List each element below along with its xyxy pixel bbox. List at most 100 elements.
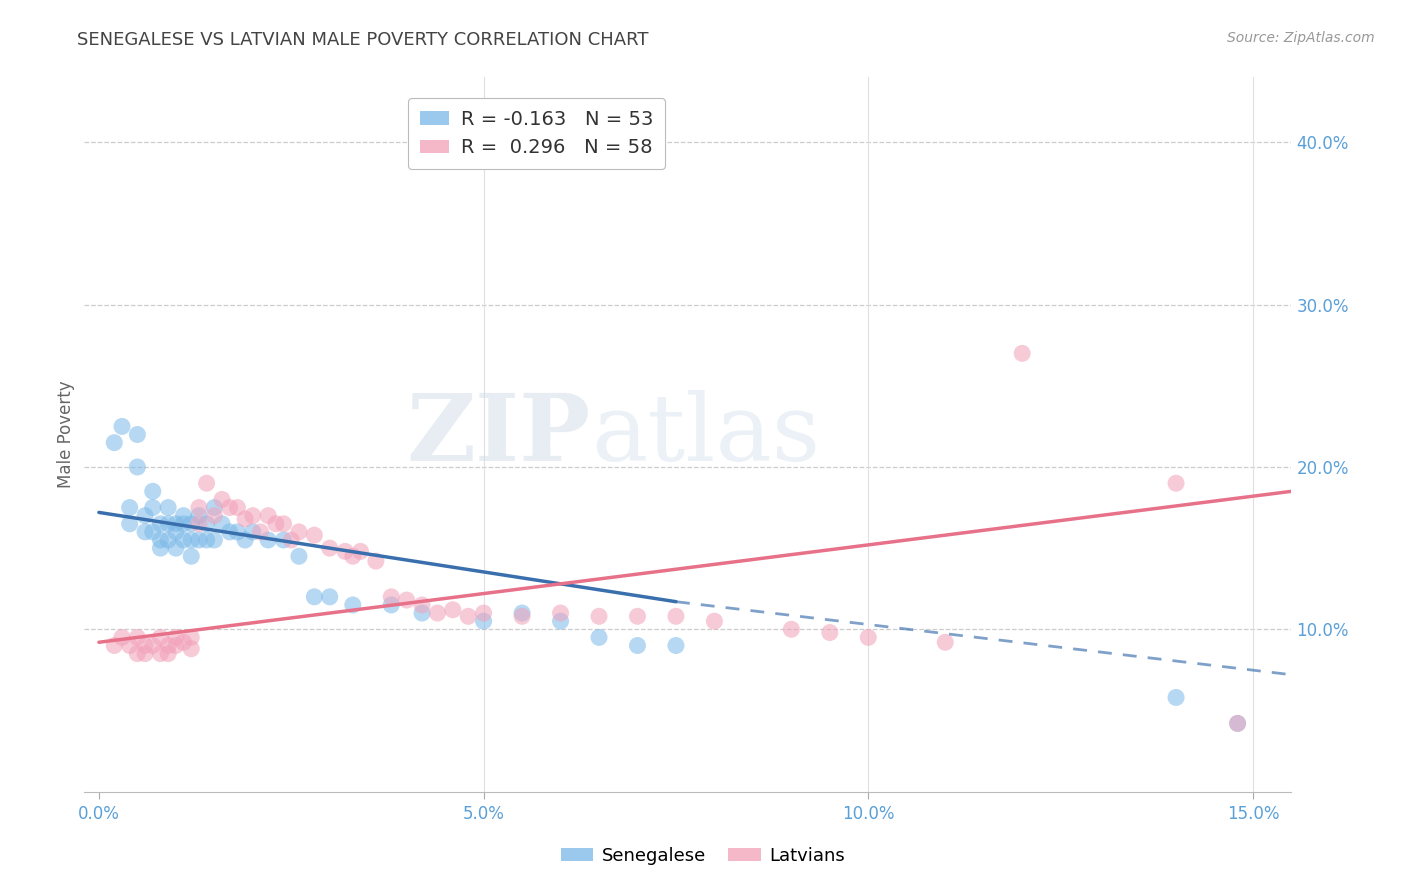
- Point: [218, 500, 240, 515]
- Point: [218, 524, 240, 539]
- Point: [1164, 690, 1187, 705]
- Point: [195, 476, 218, 491]
- Point: [157, 516, 180, 531]
- Point: [472, 614, 495, 628]
- Point: [165, 524, 187, 539]
- Point: [510, 609, 533, 624]
- Point: [457, 609, 479, 624]
- Point: [157, 639, 180, 653]
- Point: [127, 427, 149, 442]
- Point: [665, 639, 688, 653]
- Point: [180, 516, 202, 531]
- Text: SENEGALESE VS LATVIAN MALE POVERTY CORRELATION CHART: SENEGALESE VS LATVIAN MALE POVERTY CORRE…: [77, 31, 648, 49]
- Point: [149, 541, 172, 555]
- Point: [288, 524, 311, 539]
- Point: [142, 524, 165, 539]
- Point: [111, 631, 134, 645]
- Point: [233, 512, 256, 526]
- Point: [127, 631, 149, 645]
- Text: Source: ZipAtlas.com: Source: ZipAtlas.com: [1227, 31, 1375, 45]
- Point: [304, 590, 326, 604]
- Point: [142, 639, 165, 653]
- Point: [242, 524, 264, 539]
- Point: [858, 631, 880, 645]
- Point: [142, 484, 165, 499]
- Point: [333, 544, 356, 558]
- Point: [173, 516, 195, 531]
- Point: [157, 647, 180, 661]
- Point: [818, 625, 841, 640]
- Point: [257, 533, 280, 547]
- Point: [142, 500, 165, 515]
- Point: [626, 639, 648, 653]
- Point: [187, 500, 209, 515]
- Point: [1226, 716, 1249, 731]
- Point: [127, 460, 149, 475]
- Point: [364, 554, 387, 568]
- Point: [149, 533, 172, 547]
- Point: [780, 622, 803, 636]
- Point: [211, 492, 233, 507]
- Point: [226, 500, 249, 515]
- Point: [202, 508, 225, 523]
- Point: [173, 533, 195, 547]
- Legend: R = -0.163   N = 53, R =  0.296   N = 58: R = -0.163 N = 53, R = 0.296 N = 58: [408, 98, 665, 169]
- Point: [165, 639, 187, 653]
- Point: [165, 541, 187, 555]
- Point: [280, 533, 302, 547]
- Point: [273, 516, 295, 531]
- Point: [149, 516, 172, 531]
- Point: [395, 593, 418, 607]
- Point: [426, 606, 449, 620]
- Point: [202, 533, 225, 547]
- Point: [180, 549, 202, 564]
- Point: [1226, 716, 1249, 731]
- Point: [127, 647, 149, 661]
- Point: [165, 516, 187, 531]
- Point: [103, 435, 125, 450]
- Point: [380, 590, 402, 604]
- Point: [264, 516, 287, 531]
- Point: [588, 631, 610, 645]
- Point: [1164, 476, 1187, 491]
- Point: [157, 533, 180, 547]
- Point: [134, 524, 156, 539]
- Point: [187, 508, 209, 523]
- Point: [226, 524, 249, 539]
- Point: [288, 549, 311, 564]
- Point: [703, 614, 725, 628]
- Point: [588, 609, 610, 624]
- Point: [472, 606, 495, 620]
- Point: [173, 508, 195, 523]
- Point: [550, 614, 572, 628]
- Point: [319, 541, 342, 555]
- Point: [165, 631, 187, 645]
- Point: [180, 641, 202, 656]
- Y-axis label: Male Poverty: Male Poverty: [58, 381, 75, 488]
- Text: atlas: atlas: [591, 390, 820, 480]
- Point: [242, 508, 264, 523]
- Point: [134, 508, 156, 523]
- Point: [134, 647, 156, 661]
- Point: [134, 639, 156, 653]
- Point: [665, 609, 688, 624]
- Point: [180, 533, 202, 547]
- Point: [441, 603, 464, 617]
- Point: [195, 516, 218, 531]
- Text: ZIP: ZIP: [406, 390, 591, 480]
- Point: [411, 598, 433, 612]
- Point: [349, 544, 371, 558]
- Point: [173, 635, 195, 649]
- Point: [195, 533, 218, 547]
- Point: [187, 533, 209, 547]
- Point: [118, 639, 141, 653]
- Point: [118, 500, 141, 515]
- Point: [342, 549, 364, 564]
- Point: [273, 533, 295, 547]
- Point: [934, 635, 956, 649]
- Point: [202, 500, 225, 515]
- Point: [319, 590, 342, 604]
- Point: [411, 606, 433, 620]
- Point: [180, 631, 202, 645]
- Point: [149, 631, 172, 645]
